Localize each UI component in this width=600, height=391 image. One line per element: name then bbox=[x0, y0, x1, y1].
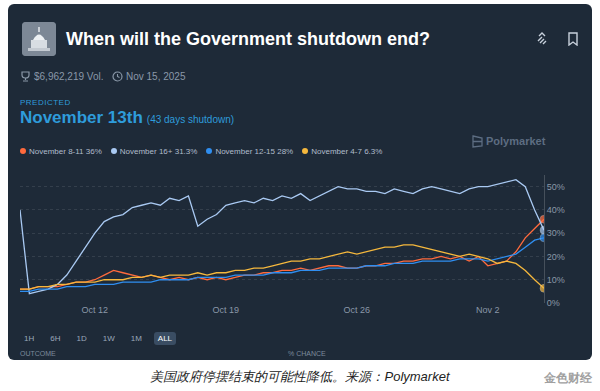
svg-text:Oct 26: Oct 26 bbox=[344, 305, 371, 315]
html-text:November 13th (43 days shutdow: November 13th (43 days shutdown) bbox=[20, 108, 235, 127]
svg-text:50%: 50% bbox=[547, 182, 565, 192]
svg-text:Nov 2: Nov 2 bbox=[476, 305, 500, 315]
html-text:ALL: ALL bbox=[157, 334, 173, 343]
svg-text:40%: 40% bbox=[547, 205, 565, 215]
svg-text:10%: 10% bbox=[547, 275, 565, 285]
html-text:November 16+ 31.3%: November 16+ 31.3% bbox=[119, 147, 198, 156]
svg-text:20%: 20% bbox=[547, 252, 565, 262]
svg-text:0%: 0% bbox=[547, 298, 560, 308]
html-text:Nov 15, 2025: Nov 15, 2025 bbox=[126, 71, 186, 82]
svg-text:30%: 30% bbox=[547, 228, 565, 238]
html-text:November 12-15 28%: November 12-15 28% bbox=[215, 147, 294, 156]
svg-text:Oct 12: Oct 12 bbox=[82, 305, 109, 315]
html-text:When will the Government shutd: When will the Government shutdown end? bbox=[66, 29, 430, 49]
html-text:November 4-7 6.3%: November 4-7 6.3% bbox=[311, 147, 383, 156]
html-text:OUTCOME: OUTCOME bbox=[20, 350, 56, 357]
html-text:% CHANCE: % CHANCE bbox=[288, 350, 326, 357]
html-text:美国政府停摆结束的可能性降低。来源：Polymarket: 美国政府停摆结束的可能性降低。来源：Polymarket bbox=[150, 369, 450, 384]
html-text:PREDICTED: PREDICTED bbox=[20, 98, 71, 107]
html-text:1W: 1W bbox=[102, 334, 115, 343]
html-text:$6,962,219 Vol.: $6,962,219 Vol. bbox=[34, 71, 104, 82]
html-text:1D: 1D bbox=[76, 334, 87, 343]
html-text:Polymarket: Polymarket bbox=[486, 135, 546, 147]
html-text:1M: 1M bbox=[130, 334, 142, 343]
html-text:6H: 6H bbox=[50, 334, 61, 343]
html-text:1H: 1H bbox=[24, 334, 35, 343]
html-text:November 8-11 36%: November 8-11 36% bbox=[29, 147, 102, 156]
html-text:金色财经: 金色财经 bbox=[544, 371, 592, 385]
svg-text:Oct 19: Oct 19 bbox=[213, 305, 240, 315]
